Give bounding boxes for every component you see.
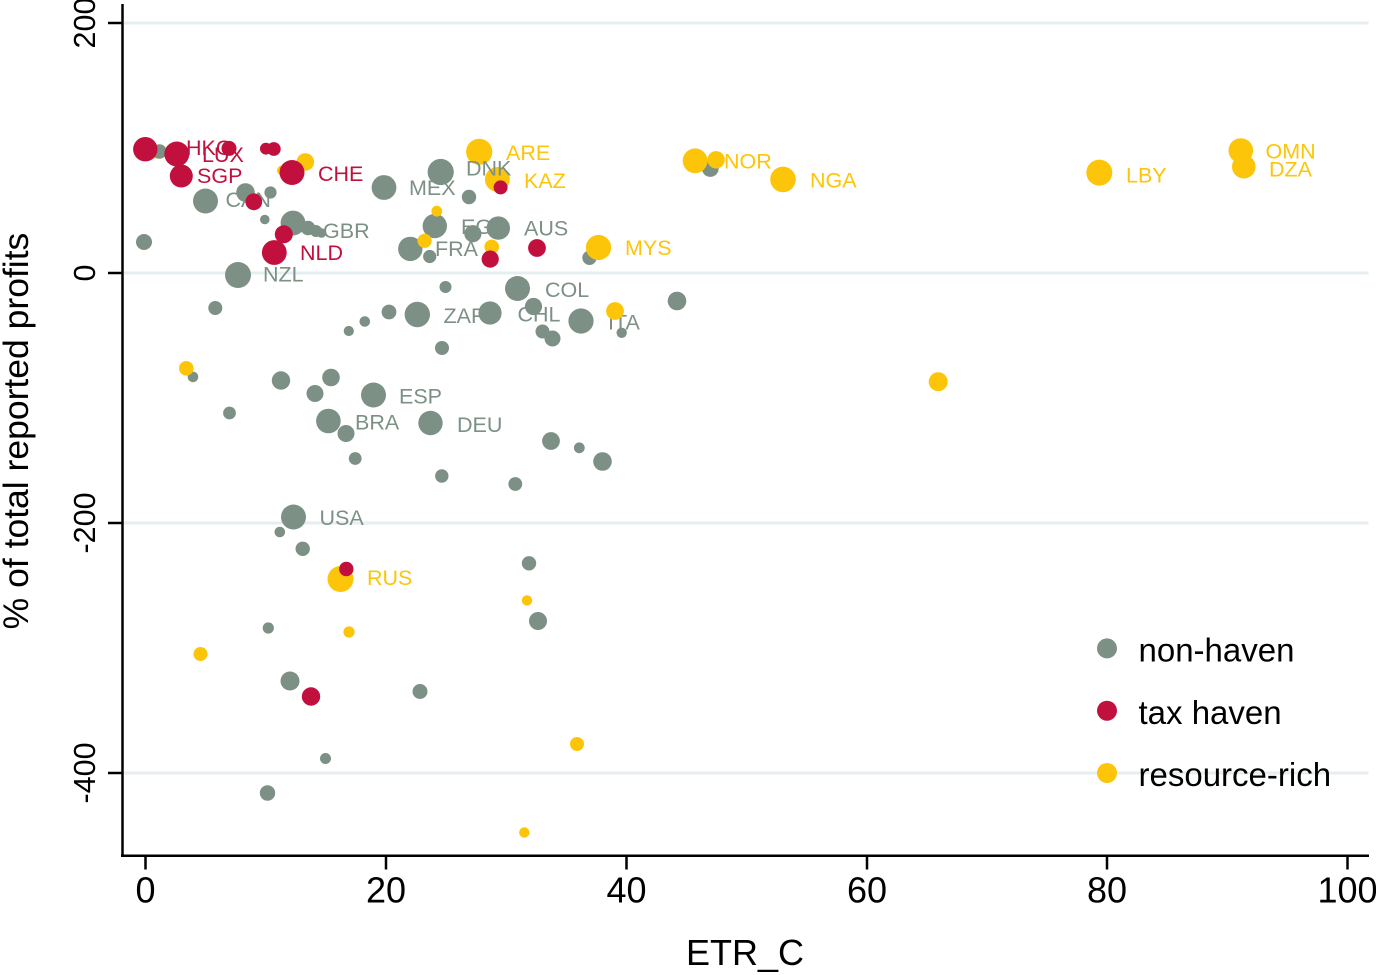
svg-text:FRA: FRA <box>435 237 479 261</box>
svg-text:tax haven: tax haven <box>1139 694 1282 731</box>
svg-text:NGA: NGA <box>810 169 857 193</box>
svg-text:DZA: DZA <box>1269 158 1313 182</box>
svg-text:0: 0 <box>135 870 155 911</box>
svg-text:ETR_C: ETR_C <box>686 932 804 973</box>
svg-text:HKG: HKG <box>186 136 233 160</box>
svg-text:% of total reported profits: % of total reported profits <box>0 233 36 630</box>
svg-text:LBY: LBY <box>1126 164 1167 188</box>
svg-text:RUS: RUS <box>367 566 412 590</box>
svg-text:USA: USA <box>320 506 365 530</box>
svg-text:0: 0 <box>68 265 102 282</box>
svg-text:BRA: BRA <box>355 411 400 435</box>
svg-text:MYS: MYS <box>625 236 672 260</box>
svg-text:20: 20 <box>366 870 406 911</box>
svg-text:-200: -200 <box>68 492 102 553</box>
svg-text:40: 40 <box>606 870 646 911</box>
svg-text:NZL: NZL <box>263 263 304 287</box>
svg-text:ARE: ARE <box>506 141 550 165</box>
svg-text:80: 80 <box>1087 870 1127 911</box>
svg-text:NOR: NOR <box>724 150 772 174</box>
svg-text:GBR: GBR <box>323 219 370 243</box>
svg-text:SGP: SGP <box>197 164 242 188</box>
svg-text:DNK: DNK <box>466 157 512 181</box>
svg-text:ZAF: ZAF <box>444 304 485 328</box>
svg-text:OMN: OMN <box>1266 140 1316 164</box>
svg-text:KAZ: KAZ <box>524 169 566 193</box>
svg-text:60: 60 <box>847 870 887 911</box>
svg-text:-400: -400 <box>68 742 102 803</box>
svg-text:DEU: DEU <box>457 413 502 437</box>
svg-text:non-haven: non-haven <box>1139 632 1295 669</box>
svg-text:LUX: LUX <box>202 143 244 167</box>
svg-text:MEX: MEX <box>409 176 456 200</box>
svg-text:resource-rich: resource-rich <box>1139 756 1332 793</box>
svg-text:AUS: AUS <box>524 217 568 241</box>
svg-text:COL: COL <box>545 278 589 302</box>
svg-text:CHE: CHE <box>318 162 363 186</box>
svg-text:ESP: ESP <box>399 385 442 409</box>
svg-text:NLD: NLD <box>300 241 343 265</box>
svg-text:200: 200 <box>68 0 102 48</box>
svg-text:100: 100 <box>1317 870 1376 911</box>
